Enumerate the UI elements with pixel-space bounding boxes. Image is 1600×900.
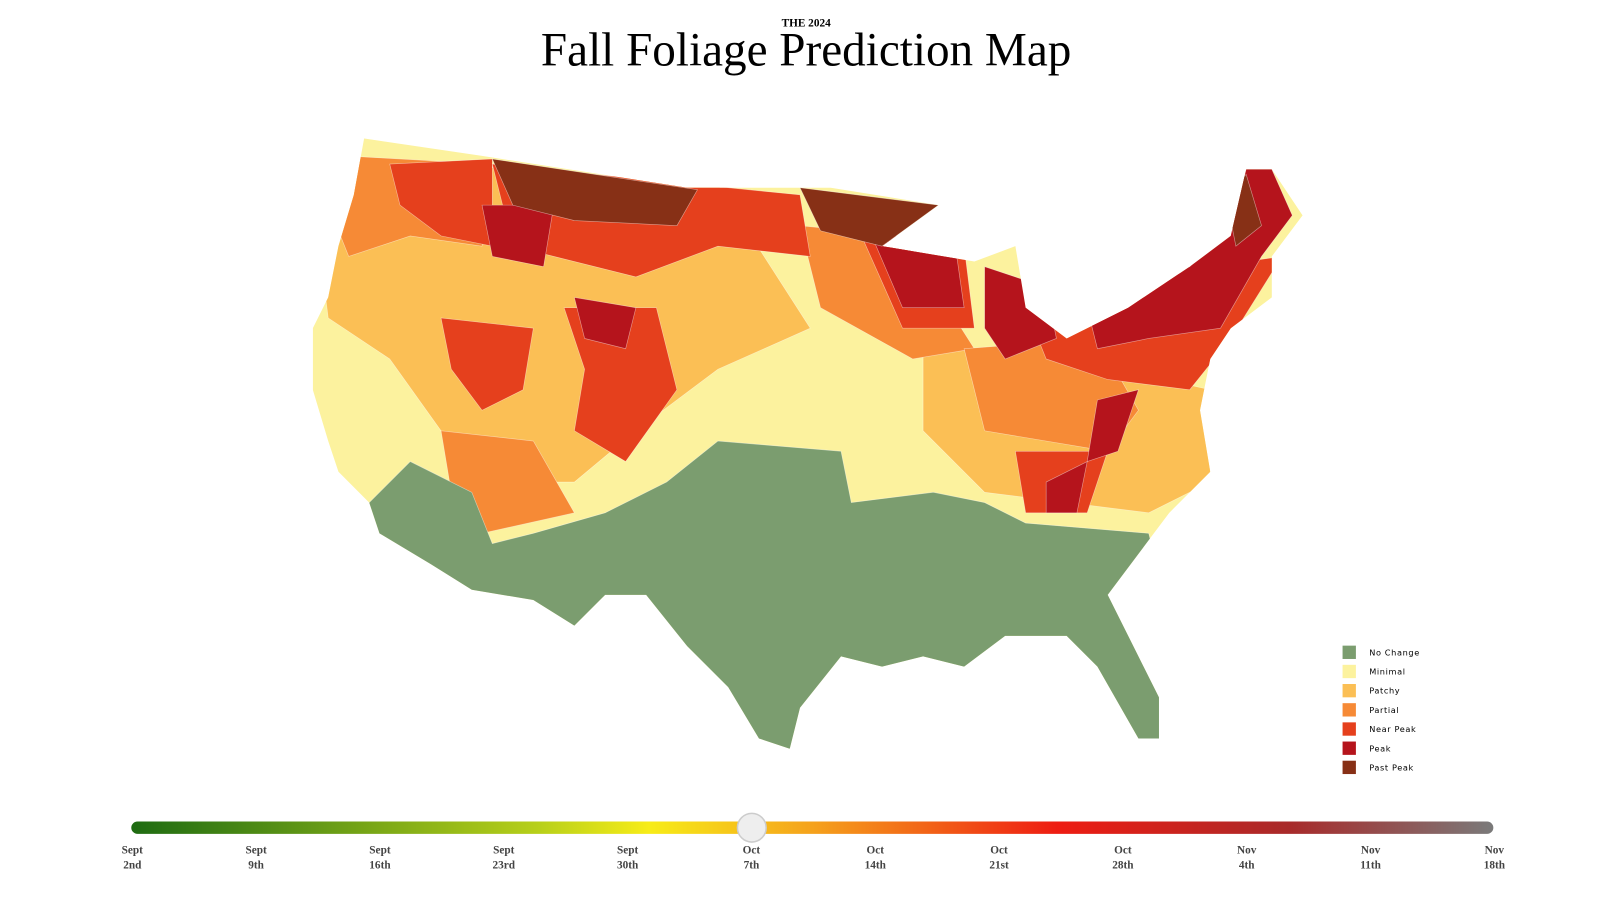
region: [440, 317, 534, 411]
timeline-month: Nov: [1237, 844, 1257, 856]
legend: No Change Minimal Patchy Partial Near Peak Pe…: [1342, 645, 1420, 775]
timeline-day: 7th: [744, 860, 760, 872]
timeline-day: 18th: [1484, 860, 1506, 872]
timeline-knob[interactable]: [736, 812, 767, 843]
timeline-day: 4th: [1239, 860, 1255, 872]
legend-label: Minimal: [1369, 667, 1405, 677]
timeline-month: Sept: [493, 844, 515, 856]
timeline-month: Oct: [990, 844, 1008, 856]
legend-label: No Change: [1369, 647, 1420, 657]
timeline-month: Nov: [1485, 844, 1505, 856]
kicker: THE 2024: [782, 18, 832, 30]
legend-swatch: [1342, 684, 1356, 698]
legend-label: Partial: [1369, 705, 1399, 715]
timeline-day: 21st: [989, 860, 1009, 872]
legend-label: Peak: [1369, 743, 1391, 753]
timeline-day: 9th: [248, 860, 264, 872]
legend-label: Past Peak: [1369, 762, 1414, 772]
region: [573, 297, 637, 350]
region: [389, 158, 493, 247]
timeline-month: Nov: [1361, 844, 1381, 856]
region: [799, 187, 940, 247]
legend-label: Near Peak: [1369, 724, 1416, 734]
region: [563, 307, 678, 462]
region: [491, 158, 698, 226]
timeline-bar[interactable]: [131, 821, 1494, 834]
timeline-day: 23rd: [493, 860, 516, 872]
legend-swatch: [1342, 703, 1356, 717]
legend-label: Patchy: [1369, 686, 1400, 696]
legend-swatch: [1342, 645, 1356, 659]
timeline-day: 2nd: [123, 860, 142, 872]
legend-swatch: [1342, 760, 1356, 775]
timeline-month: Sept: [245, 844, 267, 856]
timeline-month: Oct: [866, 844, 884, 856]
legend-swatch: [1342, 741, 1356, 755]
timeline-day: 30th: [617, 860, 639, 872]
timeline-month: Sept: [369, 844, 391, 856]
timeline-month: Sept: [617, 844, 639, 856]
region: [1045, 460, 1088, 514]
timeline-day: 11th: [1360, 860, 1381, 872]
timeline-day: 16th: [369, 860, 391, 872]
region: [1086, 389, 1139, 462]
timeline-month: Oct: [1114, 844, 1132, 856]
timeline-day: 14th: [865, 860, 887, 872]
timeline-month: Sept: [122, 844, 144, 856]
timeline-month: Oct: [743, 844, 761, 856]
legend-swatch: [1342, 722, 1356, 736]
timeline-day: 28th: [1112, 860, 1134, 872]
timeline-labels: Sept 2nd Sept 9th Sept 16th Sept 23rd Sept 30th Oc…: [122, 844, 1506, 871]
legend-swatch: [1342, 664, 1356, 679]
us-map: [312, 138, 1303, 749]
title: Fall Foliage Prediction Map: [541, 25, 1071, 77]
